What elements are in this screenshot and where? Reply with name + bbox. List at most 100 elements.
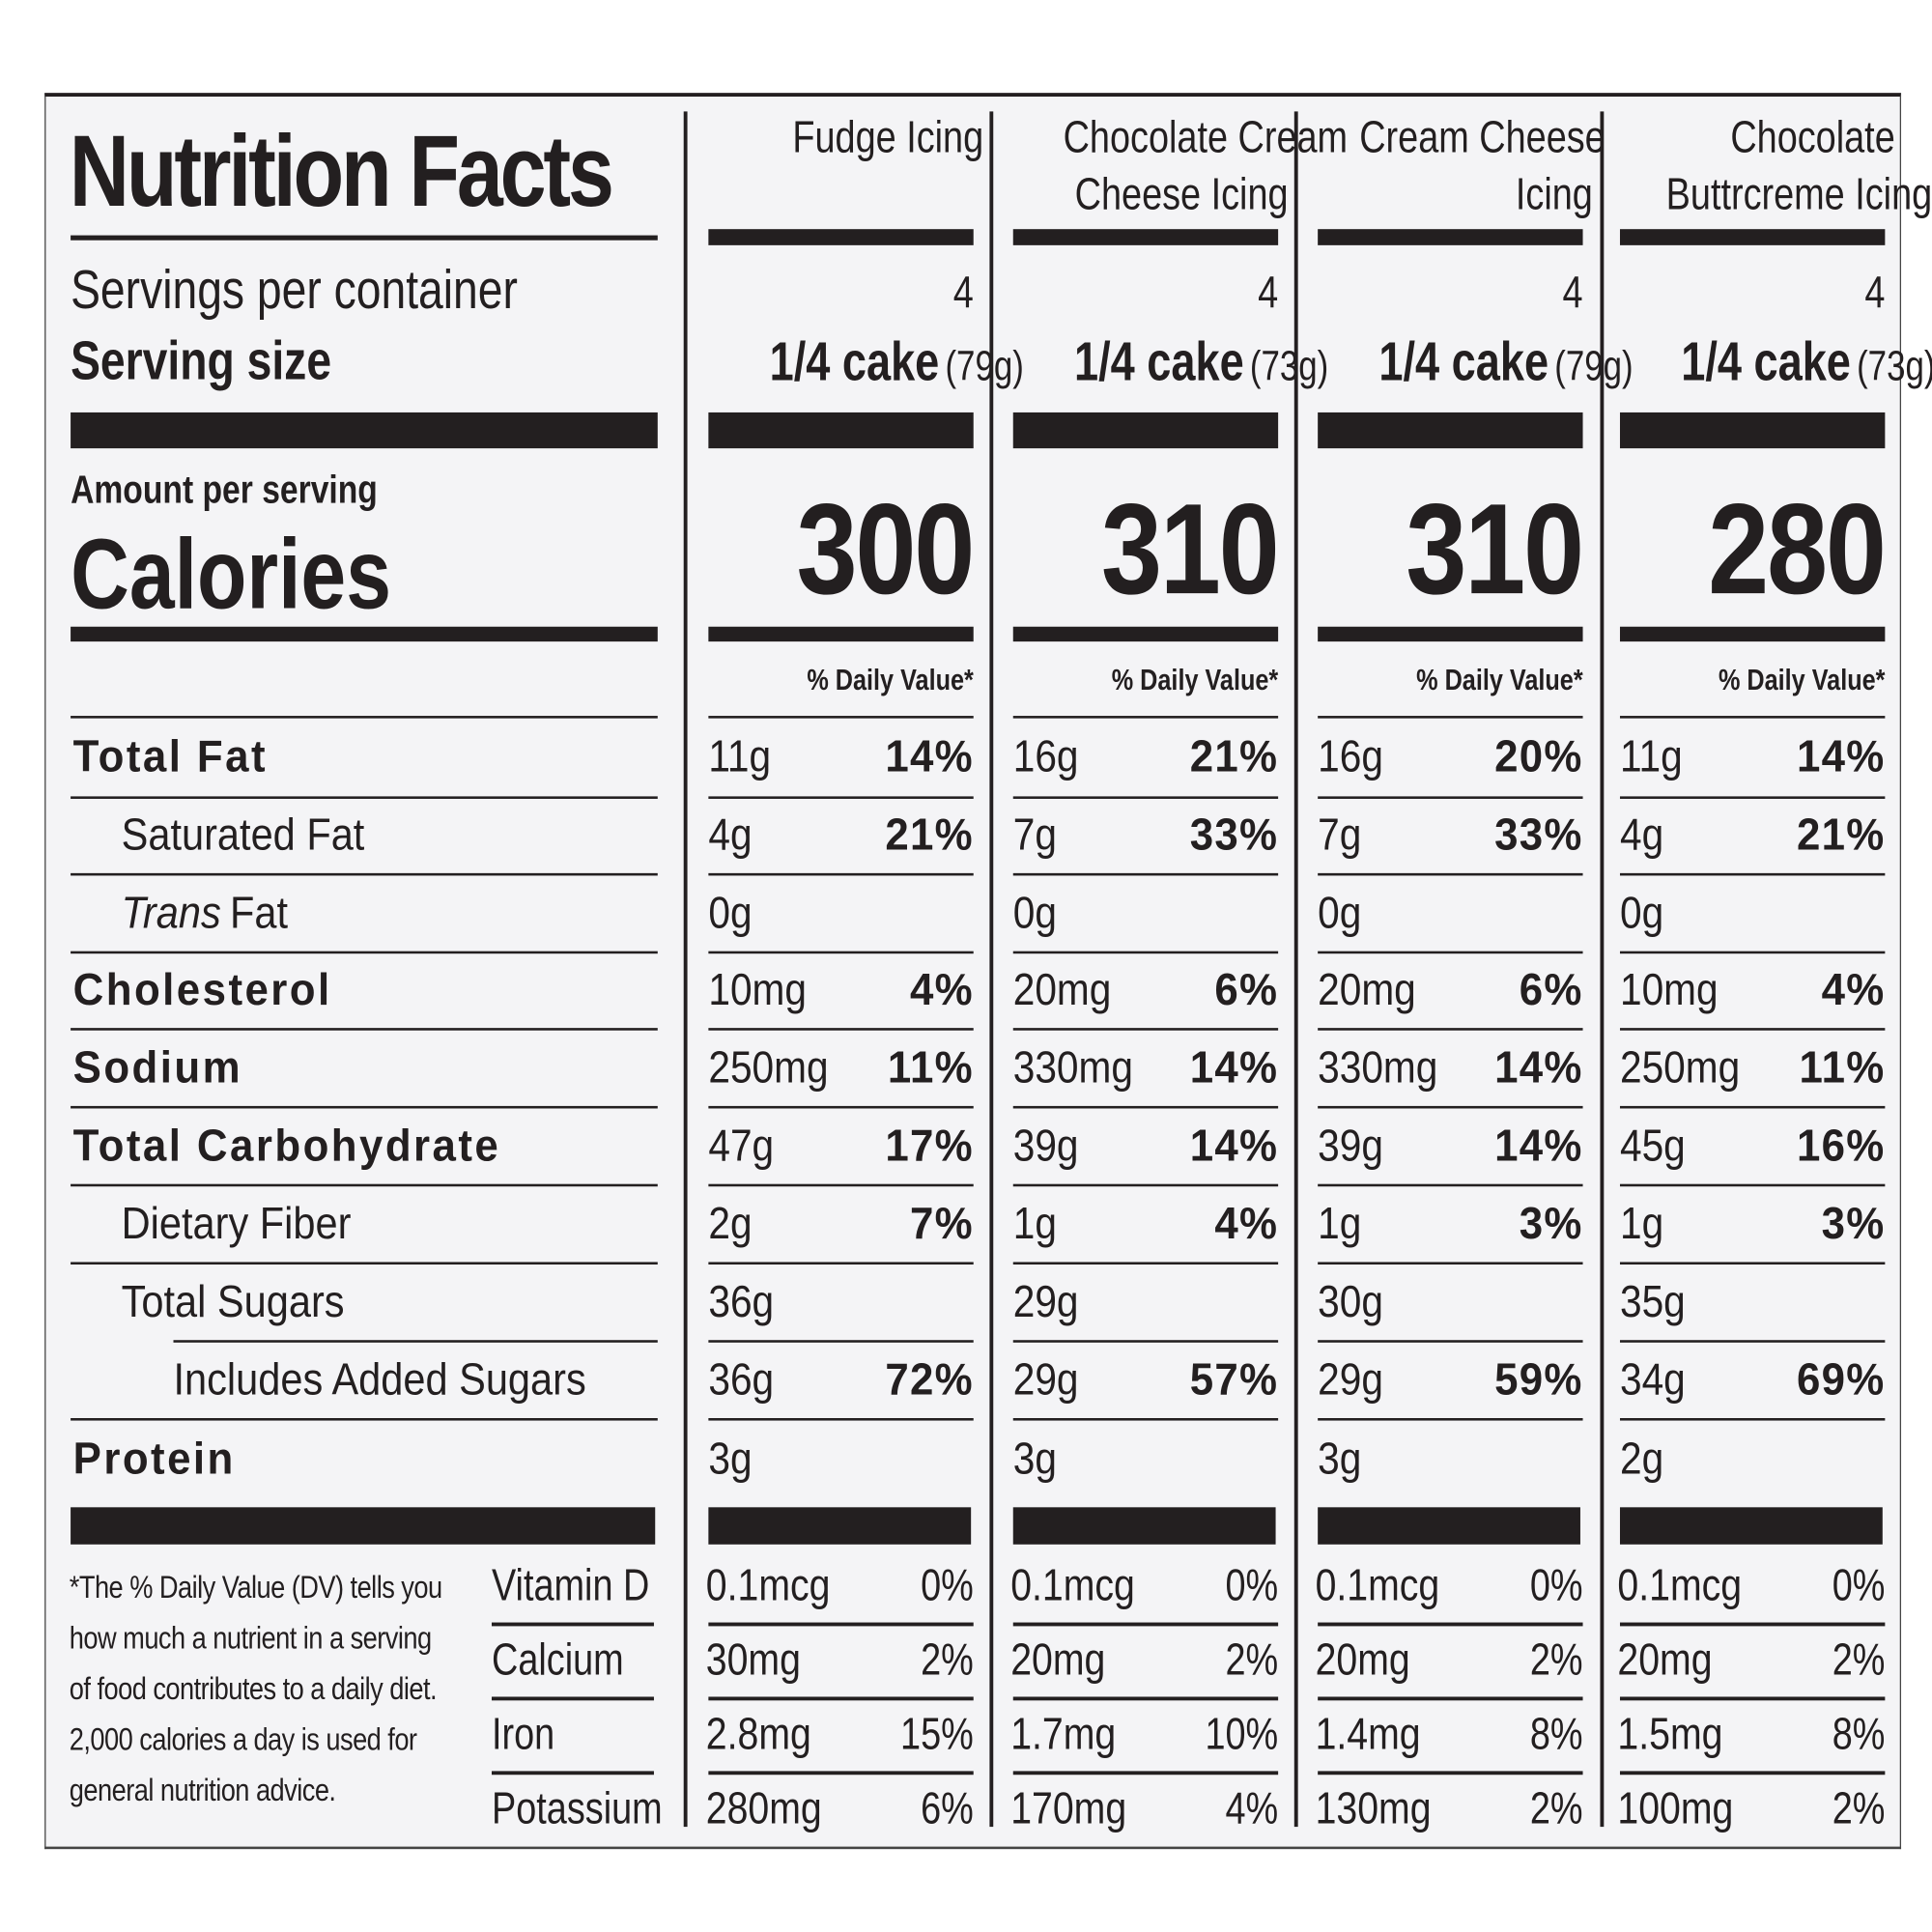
vitamin-daily-value-text: 8% — [1529, 1708, 1583, 1759]
thick-divider — [1619, 1507, 1883, 1545]
thick-divider — [1318, 1507, 1580, 1545]
daily-value-header-text: % Daily Value* — [1416, 664, 1583, 697]
nutrient-daily-value — [708, 873, 973, 952]
vitamin-daily-value: 6% — [708, 1771, 974, 1845]
calories-value: 310 — [1305, 477, 1585, 625]
nutrient-daily-value-text: 57% — [1189, 1353, 1279, 1405]
column-divider — [1600, 111, 1605, 1828]
nutrient-amount-text: 10mg — [1619, 963, 1719, 1015]
nutrient-amount-text: 34g — [1619, 1353, 1686, 1405]
vitamin-amount-text: 0.1mcg — [1617, 1559, 1743, 1610]
nutrient-daily-value-text: 4% — [909, 963, 974, 1015]
nutrient-amount-text: 39g — [1012, 1120, 1079, 1171]
daily-value-header: % Daily Value* — [1013, 664, 1279, 698]
nutrient-daily-value-text: 72% — [885, 1353, 974, 1405]
serving-size-label: Serving size — [71, 330, 388, 392]
nutrient-amount-text: 36g — [708, 1275, 775, 1327]
row-divider — [1012, 872, 1279, 876]
nutrient-label: Trans Fat — [122, 873, 307, 952]
nutrient-daily-value: 72% — [708, 1340, 973, 1418]
serving-size-value: 1/4 cake (79g) — [706, 332, 1024, 394]
divider — [71, 626, 658, 642]
column-header-line: Chocolate — [1607, 109, 1894, 166]
row-divider — [1318, 1183, 1583, 1187]
nutrient-amount-text: 3g — [1318, 1433, 1362, 1484]
row-divider — [1318, 1340, 1583, 1343]
nutrient-amount-text: 1g — [1318, 1197, 1362, 1249]
row-divider — [491, 1622, 654, 1627]
vitamin-daily-value: 2% — [1620, 1771, 1886, 1845]
vitamin-amount: 0.1mcg — [1010, 1548, 1156, 1623]
nutrient-daily-value: 16% — [1620, 1106, 1885, 1184]
row-divider — [1012, 1622, 1279, 1627]
row-divider — [708, 1028, 974, 1031]
nutrient-label-main: Total Carbohydrate — [72, 1120, 501, 1171]
vitamin-amount-text: 170mg — [1010, 1781, 1127, 1833]
nutrient-daily-value: 20% — [1318, 716, 1582, 796]
row-divider — [71, 1418, 658, 1421]
calories-value-text: 300 — [797, 477, 976, 622]
nutrient-label: Dietary Fiber — [122, 1184, 377, 1263]
nutrient-amount: 39g — [1013, 1106, 1088, 1184]
vitamin-amount: 1.5mg — [1617, 1696, 1741, 1771]
nutrient-label-text: Dietary Fiber — [122, 1184, 352, 1263]
nutrient-daily-value — [1318, 1418, 1582, 1498]
row-divider — [708, 1340, 974, 1343]
divider — [1318, 229, 1583, 245]
row-divider — [708, 951, 974, 954]
nutrient-label-main: Cholesterol — [72, 963, 332, 1015]
serving-size-amount: 1/4 cake — [1074, 331, 1244, 393]
vitamin-amount: 20mg — [1316, 1623, 1427, 1697]
divider — [71, 235, 658, 241]
row-divider — [1619, 1262, 1886, 1265]
nutrient-daily-value: 4% — [708, 952, 973, 1028]
servings-value: 4 — [1013, 267, 1278, 319]
column-header-line: Fudge Icing — [696, 109, 983, 166]
serving-size-value: 1/4 cake (73g) — [1617, 332, 1932, 394]
nutrient-daily-value — [708, 1418, 973, 1498]
column-divider — [989, 111, 994, 1828]
row-divider — [1318, 1028, 1583, 1031]
vitamin-daily-value: 2% — [1318, 1623, 1583, 1697]
calories-value: 300 — [696, 477, 976, 625]
servings-value-text: 4 — [1864, 266, 1886, 318]
row-divider — [1012, 796, 1279, 799]
nutrient-daily-value: 7% — [708, 1184, 973, 1263]
column-name-line2: Buttrcreme Icing — [1665, 168, 1932, 219]
row-divider — [708, 1696, 974, 1701]
nutrient-daily-value — [1620, 873, 1885, 952]
vitamin-daily-value: 0% — [1318, 1548, 1583, 1623]
nutrient-amount-text: 3g — [1012, 1433, 1057, 1484]
column-header: Chocolate Cream Cheese Icing — [1001, 109, 1349, 223]
serving-size-amount: 1/4 cake — [1378, 331, 1549, 393]
nutrient-amount-text: 1g — [1012, 1197, 1057, 1249]
vitamin-amount: 1.7mg — [1010, 1696, 1134, 1771]
column-header-line: Cream Cheese — [1305, 109, 1605, 166]
column-header-line: Chocolate Cream — [1001, 109, 1349, 166]
vitamin-amount-text: 280mg — [705, 1781, 822, 1833]
row-divider — [1012, 951, 1279, 954]
nutrient-amount-text: 3g — [708, 1433, 753, 1484]
calories-value-text: 310 — [1406, 477, 1585, 622]
nutrient-amount: 7g — [1013, 796, 1063, 872]
nutrient-daily-value-text: 3% — [1519, 1197, 1583, 1249]
serving-size-grams: (73g) — [1857, 343, 1932, 390]
nutrient-label-text: Total Carbohydrate — [73, 1106, 501, 1184]
vitamin-amount-text: 30mg — [705, 1634, 801, 1685]
vitamin-daily-value: 2% — [1318, 1771, 1583, 1845]
nutrient-amount: 0g — [1620, 873, 1669, 952]
nutrient-amount-text: 0g — [1012, 886, 1057, 938]
nutrient-amount: 10mg — [708, 952, 819, 1028]
row-divider — [708, 1622, 974, 1627]
nutrient-daily-value — [1620, 1262, 1885, 1340]
nutrient-label-main: Protein — [72, 1433, 236, 1484]
nutrient-amount-text: 0g — [1619, 886, 1664, 938]
row-divider — [491, 1696, 654, 1701]
row-divider — [1619, 951, 1886, 954]
row-divider — [1619, 1105, 1886, 1109]
column-name-line1: Chocolate Cream — [1063, 111, 1349, 162]
nutrient-daily-value-text: 14% — [1494, 1120, 1583, 1171]
divider — [71, 716, 658, 719]
nutrient-amount: 3g — [708, 1418, 757, 1498]
row-divider — [491, 1771, 654, 1776]
